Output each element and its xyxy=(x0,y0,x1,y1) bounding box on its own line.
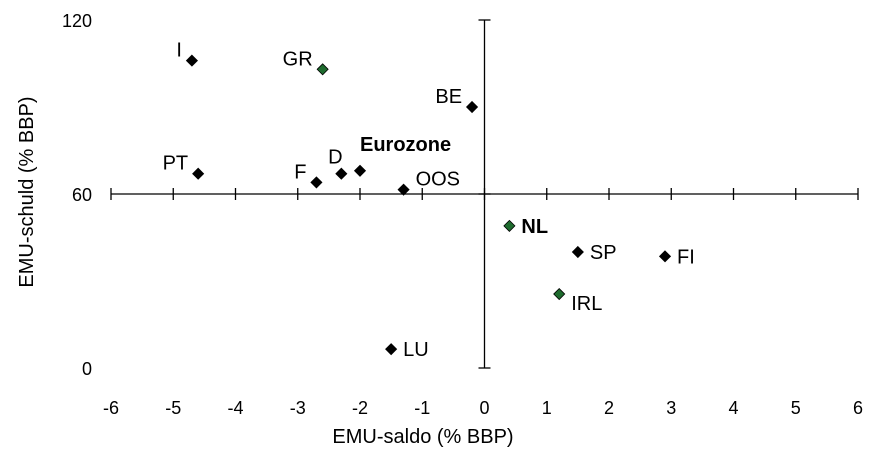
data-point-label: OOS xyxy=(416,169,460,191)
data-point-label: Eurozone xyxy=(360,134,451,156)
data-point-label: BE xyxy=(435,86,462,108)
x-tick-label: -3 xyxy=(290,398,306,418)
x-tick-label: -6 xyxy=(103,398,119,418)
data-point-marker xyxy=(192,167,205,180)
x-tick-label: 6 xyxy=(853,398,863,418)
data-point-marker xyxy=(353,164,367,177)
x-tick-label: 5 xyxy=(791,398,801,418)
x-tick-label: -5 xyxy=(165,398,181,418)
data-point-marker xyxy=(553,287,566,301)
data-point-label: SP xyxy=(590,242,617,264)
x-tick-label: -4 xyxy=(227,398,243,418)
data-point-marker xyxy=(335,167,348,180)
data-point-label: FI xyxy=(677,246,695,268)
y-tick-label: 120 xyxy=(62,11,92,31)
data-point-label: NL xyxy=(521,216,548,238)
y-axis-title: EMU-schuld (% BBP) xyxy=(16,96,38,287)
data-point-label: LU xyxy=(403,339,429,361)
x-tick-label: 0 xyxy=(479,398,489,418)
y-tick-label: 60 xyxy=(72,185,92,205)
x-tick-label: 2 xyxy=(604,398,614,418)
data-point-marker xyxy=(465,100,479,114)
data-point-label: PT xyxy=(163,153,189,175)
data-point-marker xyxy=(310,176,323,189)
axes xyxy=(110,19,859,369)
data-point-marker xyxy=(503,219,516,232)
data-point-label: GR xyxy=(283,48,313,70)
data-point-marker xyxy=(316,63,329,76)
data-point-label: D xyxy=(328,147,342,169)
x-axis-title: EMU-saldo (% BBP) xyxy=(332,426,513,448)
data-point-marker xyxy=(571,245,584,259)
data-point-marker xyxy=(385,343,398,356)
y-tick-label: 0 xyxy=(82,359,92,379)
x-tick-label: 4 xyxy=(728,398,738,418)
data-point-label: IRL xyxy=(571,293,602,315)
data-point-marker xyxy=(658,250,672,263)
x-tick-label: 1 xyxy=(542,398,552,418)
data-point-marker xyxy=(397,183,410,196)
x-tick-label: -1 xyxy=(414,398,430,418)
x-tick-label: 3 xyxy=(666,398,676,418)
data-point-label: I xyxy=(176,40,182,62)
data-points: I GR BE PT FD Eurozone OOS NL SP FI IRL LU xyxy=(163,40,695,362)
data-point-marker xyxy=(185,54,198,67)
data-point-label: F xyxy=(294,161,306,183)
x-tick-label: -2 xyxy=(352,398,368,418)
